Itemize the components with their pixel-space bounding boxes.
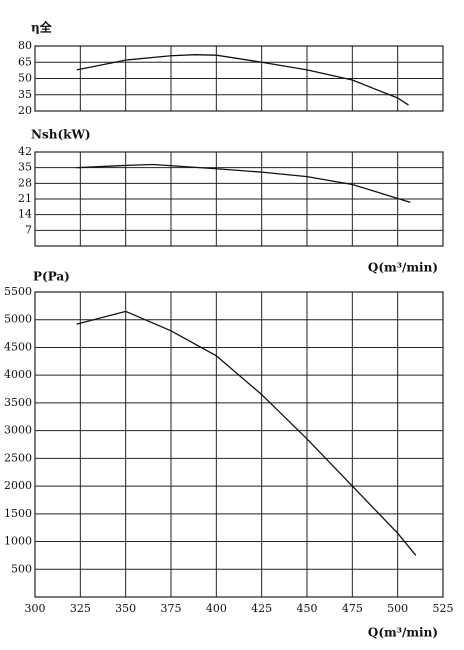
y-tick-label: 80 bbox=[18, 39, 32, 52]
y-tick-label: 20 bbox=[18, 104, 32, 117]
x-tick-label: 300 bbox=[25, 602, 46, 615]
y-tick-label: 3000 bbox=[4, 424, 32, 437]
y-axis-label: P(Pa) bbox=[33, 270, 70, 284]
y-axis-label: η全 bbox=[31, 20, 53, 35]
y-tick-label: 42 bbox=[18, 145, 32, 158]
y-tick-label: 2500 bbox=[4, 451, 32, 464]
plot-frame bbox=[34, 291, 444, 598]
x-tick-label: 325 bbox=[70, 602, 91, 615]
y-tick-label: 1000 bbox=[4, 535, 32, 548]
curve bbox=[76, 54, 409, 106]
x-axis-label: Q(m³/min) bbox=[368, 626, 438, 640]
y-tick-label: 14 bbox=[18, 208, 32, 221]
x-tick-label: 375 bbox=[161, 602, 182, 615]
x-tick-label: 350 bbox=[115, 602, 136, 615]
curve bbox=[76, 163, 411, 203]
y-tick-label: 5000 bbox=[4, 313, 32, 326]
x-axis-label: Q(m³/min) bbox=[368, 261, 438, 275]
y-tick-label: 2000 bbox=[4, 479, 32, 492]
x-tick-label: 525 bbox=[433, 602, 454, 615]
y-tick-label: 500 bbox=[11, 562, 32, 575]
y-axis-label: Nsh(kW) bbox=[31, 128, 91, 142]
y-tick-label: 7 bbox=[25, 223, 32, 236]
y-tick-label: 35 bbox=[18, 161, 32, 174]
x-tick-label: 450 bbox=[297, 602, 318, 615]
y-tick-label: 28 bbox=[18, 176, 32, 189]
curve bbox=[76, 310, 417, 556]
y-tick-label: 21 bbox=[18, 192, 32, 205]
y-tick-label: 35 bbox=[18, 88, 32, 101]
x-tick-label: 425 bbox=[251, 602, 272, 615]
x-tick-label: 500 bbox=[387, 602, 408, 615]
y-tick-label: 4500 bbox=[4, 340, 32, 353]
x-tick-label: 400 bbox=[206, 602, 227, 615]
y-tick-label: 50 bbox=[18, 72, 32, 85]
y-tick-label: 1500 bbox=[4, 507, 32, 520]
y-tick-label: 5500 bbox=[4, 285, 32, 298]
y-tick-label: 3500 bbox=[4, 396, 32, 409]
x-tick-label: 475 bbox=[342, 602, 363, 615]
y-tick-label: 4000 bbox=[4, 368, 32, 381]
y-tick-label: 65 bbox=[18, 55, 32, 68]
